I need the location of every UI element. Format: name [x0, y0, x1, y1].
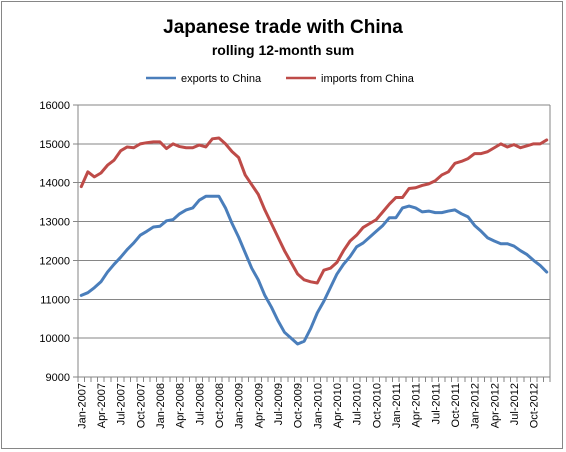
axes [77, 105, 551, 378]
x-tick-label: Jan-2010 [312, 383, 324, 429]
x-tick-label: Jan-2012 [470, 383, 482, 429]
x-tick-label: Apr-2007 [96, 383, 108, 428]
y-tick-label: 13000 [39, 217, 70, 229]
x-tick-label: Apr-2008 [175, 383, 187, 428]
y-tick-label: 16000 [39, 100, 70, 112]
y-tick-label: 15000 [39, 139, 70, 151]
x-tick-label: Jul-2008 [194, 383, 206, 425]
x-tick-label: Oct-2012 [529, 383, 541, 428]
x-tick-label: Jul-2011 [430, 383, 442, 424]
x-tick-label: Jul-2012 [509, 383, 521, 425]
x-tick-label: Jul-2007 [116, 383, 128, 425]
y-tick-label: 14000 [39, 178, 70, 190]
chart-title: Japanese trade with China [163, 17, 403, 38]
x-tick-label: Apr-2012 [489, 383, 501, 428]
x-tick-label: Jan-2007 [76, 383, 88, 429]
x-tick-label: Jan-2008 [155, 383, 167, 429]
chart-subtitle: rolling 12-month sum [212, 42, 354, 58]
x-tick-label: Oct-2011 [450, 383, 462, 427]
series-line-imports [79, 136, 549, 285]
x-tick-label: Oct-2010 [371, 383, 383, 428]
y-axis-ticks: 9000 10000 11000 12000 13000 14000 15000 16000 [39, 100, 78, 384]
x-tick-label: Oct-2007 [135, 383, 147, 428]
x-tick-label: Oct-2009 [293, 383, 305, 428]
series-lines [79, 136, 549, 346]
x-axis-ticks: Jan-2007 Apr-2007 Jul-2007 Oct-2007 Jan-2008… [76, 377, 551, 429]
y-tick-label: 10000 [39, 333, 70, 345]
grid [78, 104, 550, 378]
series-line-exports [79, 194, 549, 346]
x-tick-label: Apr-2009 [253, 383, 265, 428]
x-tick-label: Jan-2009 [234, 383, 246, 429]
x-tick-label: Oct-2008 [214, 383, 226, 428]
x-tick-label: Jan-2011 [391, 383, 403, 428]
y-tick-label: 12000 [39, 255, 70, 267]
x-tick-label: Jul-2010 [352, 383, 364, 425]
y-tick-label: 9000 [46, 372, 70, 384]
x-tick-label: Apr-2011 [411, 383, 423, 427]
legend-label-exports: exports to China [181, 73, 262, 85]
legend: exports to China imports from China [146, 73, 415, 85]
legend-label-imports: imports from China [321, 73, 415, 85]
x-tick-label: Apr-2010 [332, 383, 344, 428]
y-tick-label: 11000 [40, 294, 70, 306]
x-tick-label: Jul-2009 [273, 383, 285, 425]
